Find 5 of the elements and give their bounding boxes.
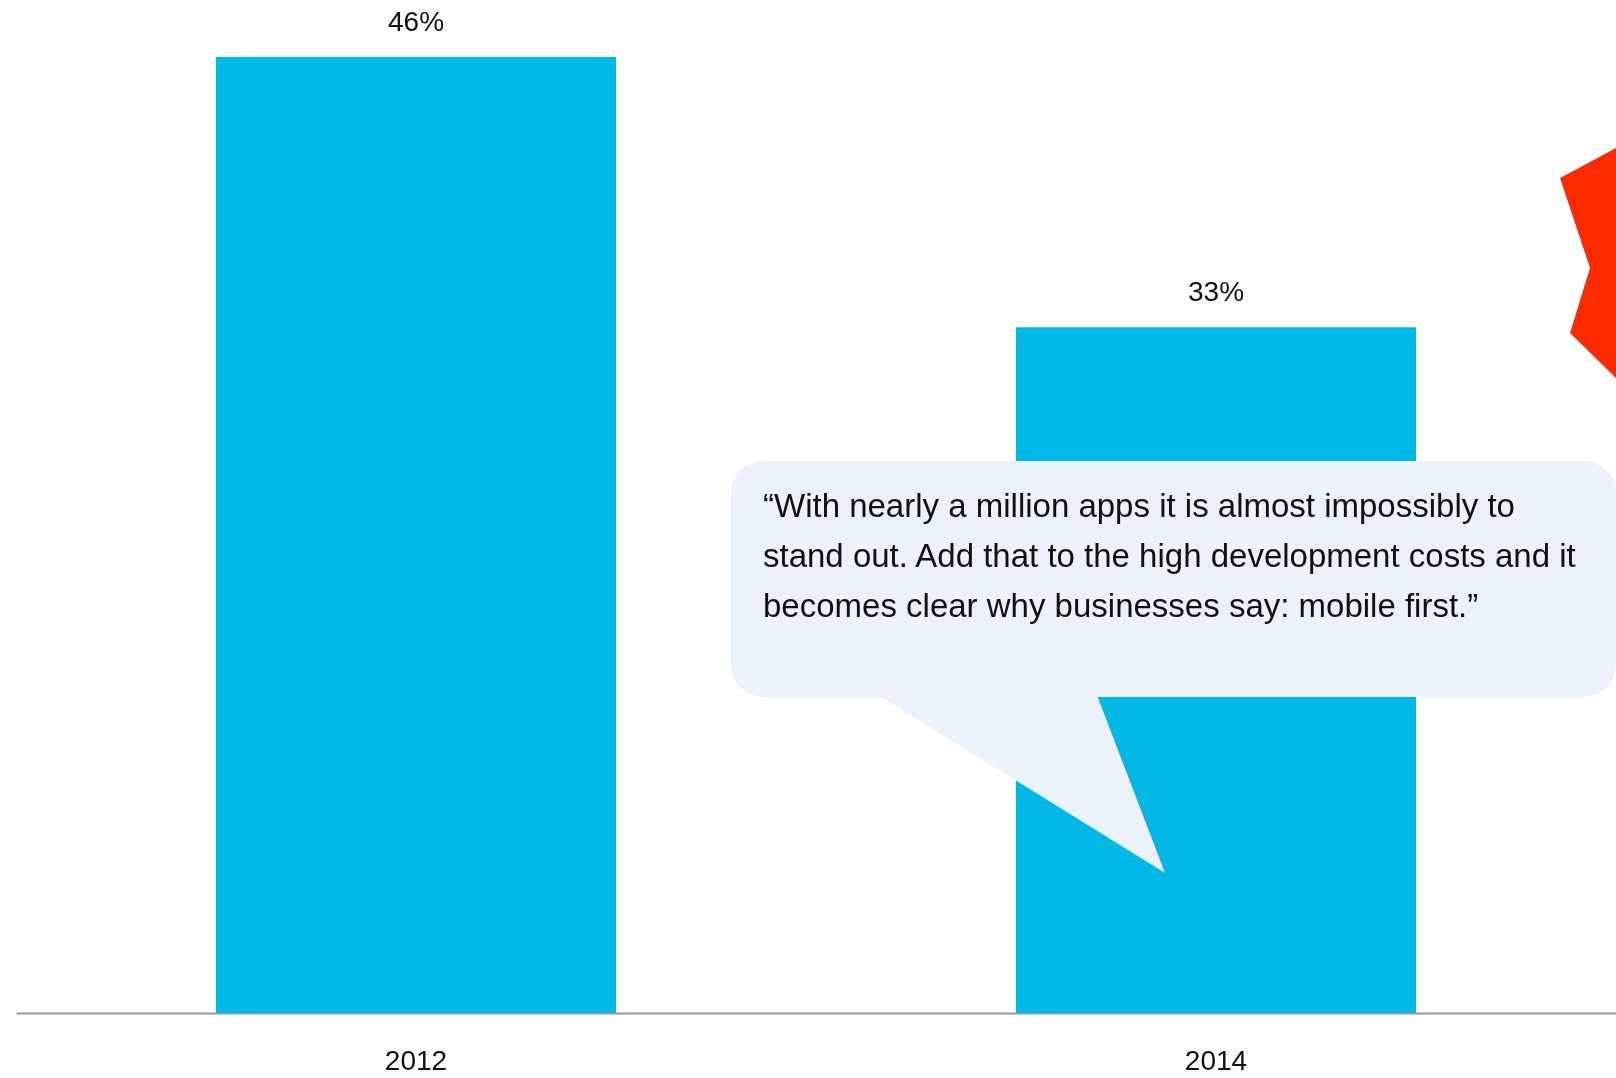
annotation: “With nearly a million apps it is almost impossibly to stand out. Add that to the high development costs and it becomes clear why businesses say: mobile first.”	[731, 461, 1616, 697]
x-tick-label: 2012	[384, 1044, 448, 1076]
data-label: 46%	[387, 6, 445, 37]
data-label: 33%	[1187, 276, 1245, 308]
x-tick-label: 2014	[1184, 1044, 1248, 1076]
